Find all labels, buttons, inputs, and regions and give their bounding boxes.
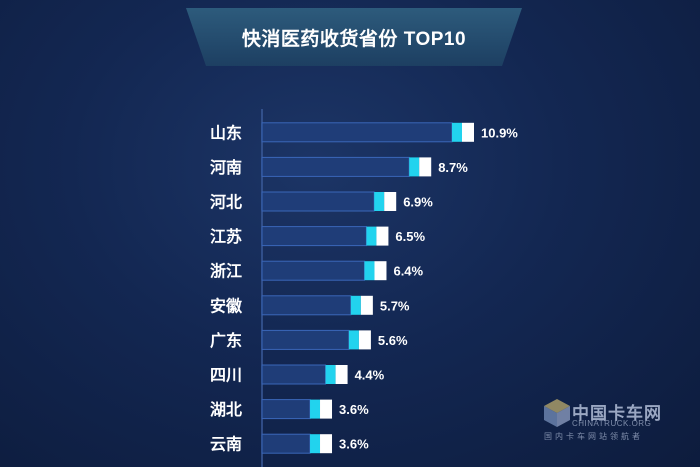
bar-cap-white [320,434,333,454]
bar-cap-cyan [452,122,462,142]
value-label: 6.5% [395,229,425,244]
title-banner-shape [186,8,522,66]
bar-cap-white [335,365,348,384]
chart-title: 快消医药收货省份 TOP10 [241,28,467,50]
value-label: 5.6% [378,333,408,348]
cube-logo-icon [544,399,570,427]
bar-body [261,191,375,212]
category-label: 安徽 [210,296,243,315]
category-label: 四川 [210,366,242,385]
watermark-slogan: 国内卡车网站领航者 [544,432,643,441]
bar-cap-cyan [310,434,321,454]
bar-cap-cyan [325,365,336,384]
bar-cap-white [376,226,389,246]
bar-cap-white [360,295,373,315]
value-label: 3.6% [339,437,369,452]
bar-cap-cyan [409,157,420,177]
value-label: 5.7% [380,298,410,313]
value-label: 4.4% [355,368,385,383]
watermark-name-cn: 中国卡车网 [572,404,662,424]
bar-body [261,399,311,420]
category-label: 广东 [210,331,242,350]
bar-body [261,433,311,454]
watermark-name-en: CHINATRUCK.ORG [572,419,652,428]
value-label: 10.9% [481,125,518,140]
watermark: 中国卡车网 CHINATRUCK.ORG 国内卡车网站领航者 [540,395,700,445]
category-label: 山东 [210,123,242,142]
bar-cap-cyan [310,399,321,419]
bar-cap-white [462,122,474,142]
bar-cap-white [358,330,371,350]
bar-cap-cyan [374,192,385,211]
bar-cap-cyan [348,330,359,350]
bar-body [261,226,367,247]
category-label: 河南 [210,158,242,177]
bar-cap-white [419,157,432,177]
bar-cap-white [384,192,397,211]
bar-body [261,156,410,177]
bar-body [261,260,365,281]
category-label: 云南 [210,435,242,454]
category-label: 湖北 [210,400,242,419]
bar-cap-cyan [366,226,377,246]
bar-body [261,295,352,316]
category-label: 浙江 [210,262,242,281]
bar-cap-cyan [364,261,375,281]
bar-body [261,364,327,385]
value-label: 3.6% [339,402,369,417]
value-label: 6.4% [393,264,423,279]
value-label: 8.7% [438,160,468,175]
bar-cap-white [320,399,333,419]
title-banner: 快消医药收货省份 TOP10 [186,8,522,66]
category-label: 河北 [210,193,242,212]
bar-cap-white [374,261,387,281]
bar-body [261,329,350,350]
category-label: 江苏 [210,227,242,246]
bar-cap-cyan [350,295,361,315]
bar-body [261,122,453,143]
value-label: 6.9% [403,195,433,210]
